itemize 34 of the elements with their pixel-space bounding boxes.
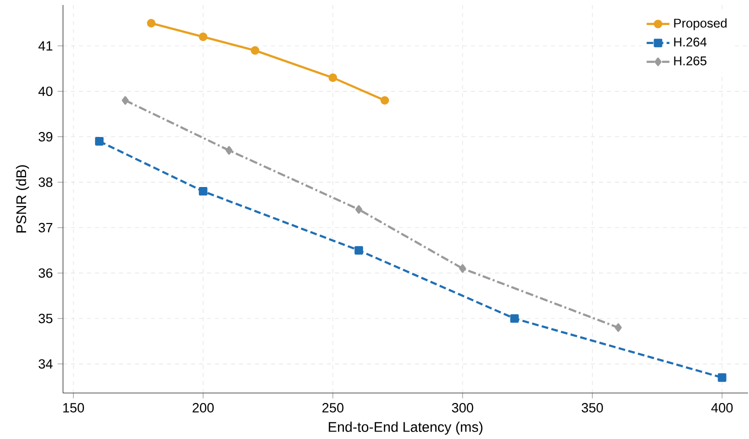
y-axis-title: PSNR (dB) xyxy=(16,165,29,232)
x-tick-label: 400 xyxy=(711,403,733,412)
y-tick-label: 39 xyxy=(38,132,52,142)
point xyxy=(250,46,260,55)
x-tick-label: 300 xyxy=(452,403,474,412)
point xyxy=(198,32,208,42)
y-tick-label: 37 xyxy=(38,222,52,232)
point xyxy=(510,314,519,323)
y-tick-label: 40 xyxy=(38,86,52,96)
point xyxy=(328,73,338,82)
point xyxy=(355,205,362,214)
legend-label: Proposed xyxy=(674,18,727,30)
point xyxy=(226,146,233,155)
legend-label: H.265 xyxy=(674,56,706,66)
point xyxy=(718,373,726,382)
point xyxy=(146,18,156,28)
x-tick-label: 200 xyxy=(192,403,214,412)
point xyxy=(198,187,208,196)
legend-label: H.264 xyxy=(674,38,707,47)
x-tick-label: 350 xyxy=(582,403,603,412)
point xyxy=(614,323,622,332)
point xyxy=(122,96,129,105)
point xyxy=(459,264,466,273)
x-tick-label: 250 xyxy=(322,403,344,412)
y-tick-label: 34 xyxy=(38,359,53,369)
point xyxy=(380,96,390,105)
x-tick-label: 150 xyxy=(63,403,84,412)
point xyxy=(95,137,104,146)
y-tick-label: 35 xyxy=(38,314,52,324)
y-tick-label: 36 xyxy=(38,268,52,278)
point xyxy=(354,246,364,255)
y-tick-label: 38 xyxy=(38,177,52,187)
x-axis-title: End-to-End Latency (ms) xyxy=(328,422,482,435)
y-tick-label: 41 xyxy=(38,41,52,50)
